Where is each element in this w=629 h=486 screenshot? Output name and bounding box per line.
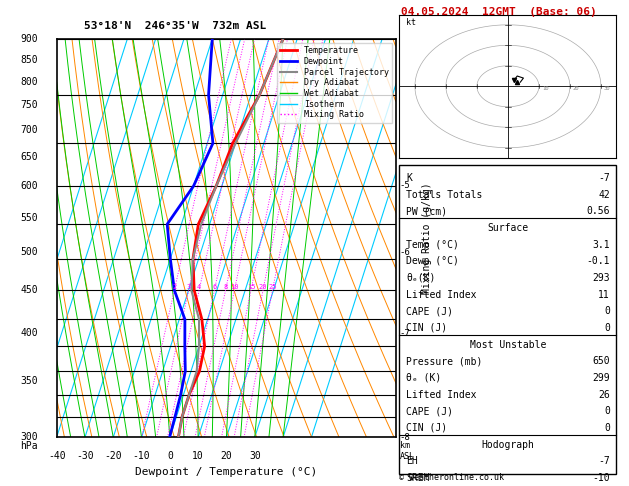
Text: -5: -5 xyxy=(399,181,410,191)
Text: -7: -7 xyxy=(598,456,610,466)
Text: θₑ (K): θₑ (K) xyxy=(406,373,441,383)
Text: 20: 20 xyxy=(259,284,267,290)
Text: CIN (J): CIN (J) xyxy=(406,423,447,433)
Text: 900: 900 xyxy=(20,34,38,44)
Text: -2: -2 xyxy=(399,77,410,86)
Text: 0: 0 xyxy=(604,323,610,333)
Text: -40: -40 xyxy=(48,451,65,461)
Text: -10: -10 xyxy=(593,473,610,483)
Text: 42: 42 xyxy=(598,190,610,200)
Text: 10: 10 xyxy=(230,284,238,290)
Text: K: K xyxy=(406,173,412,183)
Text: -7: -7 xyxy=(399,329,410,338)
Text: © weatheronline.co.uk: © weatheronline.co.uk xyxy=(399,473,504,482)
Text: 650: 650 xyxy=(20,152,38,162)
Text: 30: 30 xyxy=(604,87,611,91)
Text: 30: 30 xyxy=(249,451,260,461)
Text: 450: 450 xyxy=(20,285,38,295)
Text: 600: 600 xyxy=(20,181,38,191)
Text: 400: 400 xyxy=(20,328,38,338)
Text: 0: 0 xyxy=(604,406,610,417)
Text: Pressure (mb): Pressure (mb) xyxy=(406,356,482,366)
Text: 04.05.2024  12GMT  (Base: 06): 04.05.2024 12GMT (Base: 06) xyxy=(401,7,596,17)
Text: Most Unstable: Most Unstable xyxy=(470,340,546,349)
Text: Temp (°C): Temp (°C) xyxy=(406,240,459,250)
Text: 6: 6 xyxy=(212,284,216,290)
Text: 550: 550 xyxy=(20,212,38,223)
Text: -LCL: -LCL xyxy=(399,35,421,43)
Text: -20: -20 xyxy=(104,451,122,461)
Text: Hodograph: Hodograph xyxy=(481,440,535,450)
Text: 10: 10 xyxy=(542,87,548,91)
Text: CIN (J): CIN (J) xyxy=(406,323,447,333)
Text: 20: 20 xyxy=(221,451,232,461)
Text: 350: 350 xyxy=(20,377,38,386)
Text: 53°18'N  246°35'W  732m ASL: 53°18'N 246°35'W 732m ASL xyxy=(84,21,267,31)
Text: 26: 26 xyxy=(598,390,610,399)
Text: -30: -30 xyxy=(76,451,94,461)
Legend: Temperature, Dewpoint, Parcel Trajectory, Dry Adiabat, Wet Adiabat, Isotherm, Mi: Temperature, Dewpoint, Parcel Trajectory… xyxy=(277,43,392,122)
Text: PW (cm): PW (cm) xyxy=(406,206,447,216)
Text: 293: 293 xyxy=(593,273,610,283)
Text: 20: 20 xyxy=(573,87,579,91)
Text: km
ASL: km ASL xyxy=(399,441,415,461)
Text: 800: 800 xyxy=(20,77,38,87)
Text: hPa: hPa xyxy=(20,441,38,451)
Text: 299: 299 xyxy=(593,373,610,383)
Text: 0: 0 xyxy=(604,423,610,433)
Text: SREH: SREH xyxy=(406,473,430,483)
Text: Dewpoint / Temperature (°C): Dewpoint / Temperature (°C) xyxy=(135,468,318,477)
Text: 4: 4 xyxy=(197,284,201,290)
Text: Lifted Index: Lifted Index xyxy=(406,390,476,399)
Text: 2: 2 xyxy=(172,284,176,290)
Text: 15: 15 xyxy=(247,284,255,290)
Text: 3.1: 3.1 xyxy=(593,240,610,250)
Text: -3: -3 xyxy=(399,125,410,135)
Text: 0: 0 xyxy=(167,451,173,461)
Text: 750: 750 xyxy=(20,100,38,110)
Text: 850: 850 xyxy=(20,54,38,65)
Text: -6: -6 xyxy=(399,247,410,257)
Text: 8: 8 xyxy=(223,284,228,290)
Text: 500: 500 xyxy=(20,247,38,257)
Text: -10: -10 xyxy=(133,451,150,461)
Text: CAPE (J): CAPE (J) xyxy=(406,406,453,417)
Text: kt: kt xyxy=(406,18,416,27)
Text: 700: 700 xyxy=(20,125,38,135)
Text: 25: 25 xyxy=(268,284,277,290)
Text: 10: 10 xyxy=(192,451,204,461)
Text: Totals Totals: Totals Totals xyxy=(406,190,482,200)
Text: Mixing Ratio (g/kg): Mixing Ratio (g/kg) xyxy=(422,182,432,294)
Text: 300: 300 xyxy=(20,433,38,442)
Text: 650: 650 xyxy=(593,356,610,366)
Text: -0.1: -0.1 xyxy=(586,256,610,266)
Text: 11: 11 xyxy=(598,290,610,299)
Text: -7: -7 xyxy=(598,173,610,183)
Text: Dewp (°C): Dewp (°C) xyxy=(406,256,459,266)
Text: 0: 0 xyxy=(604,306,610,316)
Text: -8: -8 xyxy=(399,433,410,442)
Text: Surface: Surface xyxy=(487,223,528,233)
Text: θₑ(K): θₑ(K) xyxy=(406,273,435,283)
Text: 3: 3 xyxy=(186,284,191,290)
Text: EH: EH xyxy=(406,456,418,466)
Text: Lifted Index: Lifted Index xyxy=(406,290,476,299)
Text: CAPE (J): CAPE (J) xyxy=(406,306,453,316)
Text: 0.56: 0.56 xyxy=(586,206,610,216)
